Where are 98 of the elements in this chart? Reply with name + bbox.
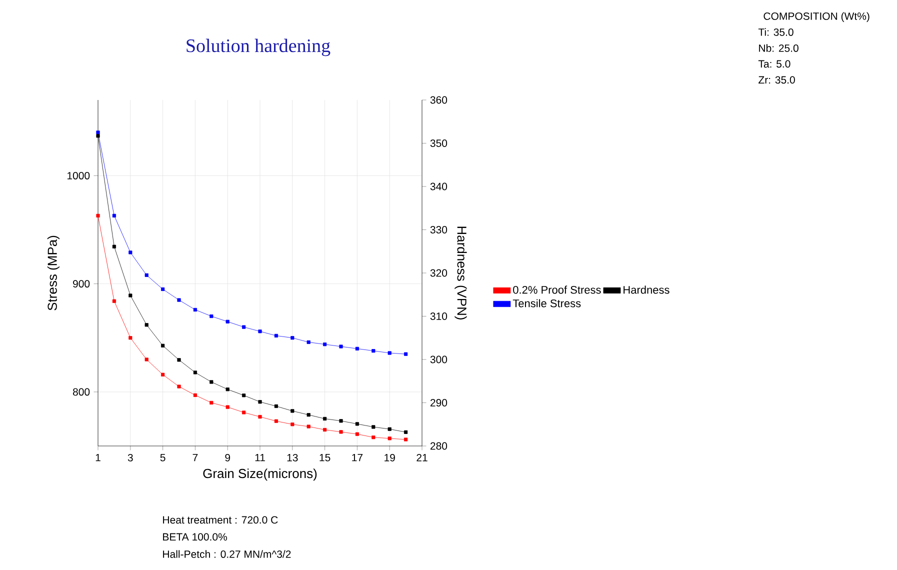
point <box>372 349 376 353</box>
point <box>404 352 408 356</box>
point <box>388 436 392 440</box>
y2-tick-label: 280 <box>430 442 448 450</box>
point <box>372 425 376 429</box>
point <box>210 400 214 405</box>
text: Ti: 35.0 <box>758 28 794 36</box>
point <box>339 430 343 434</box>
point <box>144 323 148 327</box>
x-tick-label: 19 <box>384 454 395 462</box>
legend-label: 0.2% Proof Stress <box>513 286 601 294</box>
point <box>355 346 360 350</box>
x-tick-label: 3 <box>128 454 133 462</box>
point <box>388 427 392 431</box>
point <box>274 419 278 423</box>
point <box>177 298 181 302</box>
point <box>323 416 327 421</box>
point <box>339 344 343 348</box>
point <box>226 320 230 324</box>
y2-axis-title: Hardness (VPN) <box>454 226 467 320</box>
text: COMPOSITION (Wt%) <box>764 12 870 22</box>
y2-tick-label: 320 <box>430 269 448 277</box>
point <box>355 422 360 426</box>
y2-tick-label: 300 <box>430 356 448 364</box>
text: Nb: 25.0 <box>759 44 798 52</box>
point <box>339 419 343 423</box>
y-tick-label: 800 <box>72 388 90 396</box>
point <box>112 244 116 248</box>
point <box>404 438 408 442</box>
x-tick-label: 17 <box>352 454 363 462</box>
y2-tick-label: 310 <box>430 312 448 320</box>
x-tick-label: 5 <box>160 454 166 462</box>
point <box>210 314 214 318</box>
point <box>161 372 165 376</box>
point <box>96 214 100 218</box>
chart-title: Solution hardening <box>186 38 330 56</box>
point <box>193 393 197 397</box>
x-tick-label: 21 <box>416 454 428 462</box>
point <box>258 330 262 334</box>
y2-tick-label: 350 <box>430 140 448 147</box>
text: Zr: 35.0 <box>758 76 795 84</box>
text: Hall-Petch : 0.27 MN/m^3/2 <box>163 550 291 558</box>
point <box>242 394 246 398</box>
text: Ta: 5.0 <box>758 60 790 68</box>
point <box>258 400 262 404</box>
legend-label: Tensile Stress <box>512 299 581 308</box>
point <box>96 134 100 138</box>
y-tick-label: 900 <box>73 280 90 288</box>
y-tick-label: 1000 <box>67 172 90 180</box>
point <box>388 351 392 355</box>
x-tick-label: 9 <box>225 454 230 462</box>
point <box>177 384 181 388</box>
point <box>274 334 278 338</box>
point <box>274 404 278 408</box>
point <box>323 342 327 346</box>
point <box>128 250 132 254</box>
point <box>306 424 310 428</box>
text: BETA 100.0% <box>163 533 228 541</box>
point <box>177 358 181 362</box>
point <box>161 287 165 291</box>
point <box>226 405 230 409</box>
point <box>144 273 148 277</box>
point <box>242 325 246 329</box>
point <box>290 336 294 340</box>
point <box>96 130 100 134</box>
point <box>372 436 376 440</box>
point <box>258 414 262 419</box>
point <box>112 214 116 218</box>
point <box>128 336 132 340</box>
point <box>306 413 310 417</box>
point <box>144 358 148 362</box>
point <box>112 299 116 303</box>
point <box>242 410 246 414</box>
x-tick-label: 7 <box>192 454 198 462</box>
y2-tick-label: 340 <box>430 182 448 190</box>
point <box>290 422 294 426</box>
point <box>404 430 408 434</box>
point <box>323 428 327 432</box>
point <box>355 432 360 436</box>
x-axis-title: Grain Size(microns) <box>203 468 317 481</box>
y2-tick-label: 360 <box>430 96 448 104</box>
point <box>128 294 132 298</box>
point <box>193 308 197 312</box>
legend-label: Hardness <box>624 286 670 294</box>
y-axis-title: Stress (MPa) <box>47 236 60 310</box>
point <box>210 380 214 384</box>
x-tick-label: 15 <box>320 454 330 462</box>
point <box>290 409 294 413</box>
x-tick-label: 11 <box>255 454 265 462</box>
point <box>193 370 198 374</box>
x-tick-label: 1 <box>96 454 100 462</box>
y2-tick-label: 330 <box>430 226 448 234</box>
point <box>226 388 230 392</box>
text: Heat treatment : 720.0 C <box>163 516 278 524</box>
point <box>306 340 310 344</box>
x-tick-label: 13 <box>287 454 298 462</box>
point <box>161 344 165 348</box>
y2-tick-label: 290 <box>430 399 448 406</box>
